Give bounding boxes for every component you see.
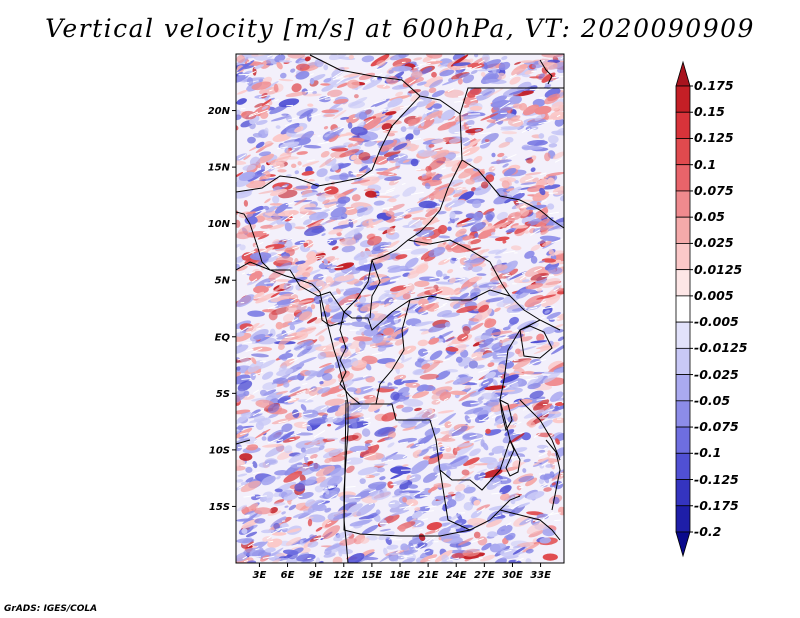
colorbar-label: 0.125 <box>694 130 734 146</box>
colorbar-bin <box>675 347 691 375</box>
lon-label: 3E <box>253 570 267 581</box>
colorbar-bin <box>675 321 691 349</box>
colorbar-bin <box>675 190 691 218</box>
colorbar-bin <box>675 452 691 480</box>
colorbar-label: 0.175 <box>694 78 734 93</box>
colorbar-bottom-arrow <box>675 531 691 558</box>
colorbar-label: 0.15 <box>694 104 725 120</box>
lat-label: EQ <box>215 332 231 343</box>
lon-label: 6E <box>281 570 295 581</box>
country-borders <box>236 54 564 541</box>
colorbar-bin <box>675 400 691 428</box>
colorbar-label: 0.075 <box>694 182 734 198</box>
colorbar <box>675 60 693 558</box>
colorbar-label: -0.125 <box>694 471 739 487</box>
colorbar-label: 0.025 <box>694 235 734 251</box>
colorbar-bin <box>675 164 691 192</box>
lon-label: 27E <box>474 570 495 581</box>
colorbar-bin <box>675 374 691 402</box>
lon-label: 9E <box>309 570 323 581</box>
lon-label: 21E <box>418 570 439 581</box>
velocity-field <box>236 54 564 563</box>
lon-label: 15E <box>362 570 383 581</box>
lat-label: 5N <box>215 276 231 287</box>
colorbar-bin <box>675 138 691 166</box>
colorbar-bin <box>675 426 691 454</box>
lat-label: 5S <box>216 389 230 400</box>
lat-label: 20N <box>208 106 231 117</box>
map-axes: 20N 15N 10N 5N EQ 5S 10S 15S 3E 6E 9E 12E 15E 18E 21E 2… <box>208 106 551 581</box>
lat-label: 10N <box>208 219 231 230</box>
colorbar-label: -0.005 <box>694 314 739 330</box>
colorbar-label: 0.005 <box>694 287 734 303</box>
colorbar-bin <box>675 111 691 139</box>
colorbar-label: -0.0125 <box>694 340 748 356</box>
colorbar-label: -0.05 <box>694 392 731 408</box>
colorbar-bin <box>675 269 691 297</box>
map-title: Vertical velocity [m/s] at 600hPa, VT: 2… <box>45 14 755 43</box>
lon-label: 30E <box>502 570 523 581</box>
lon-label: 18E <box>390 570 411 581</box>
coastline <box>236 59 561 563</box>
lon-label: 12E <box>333 570 354 581</box>
colorbar-label: 0.1 <box>694 156 717 172</box>
lat-label: 15N <box>208 163 231 174</box>
lat-label: 10S <box>209 445 230 456</box>
colorbar-bin <box>675 243 691 271</box>
lon-label: 24E <box>446 570 467 581</box>
lat-label: 15S <box>209 502 230 513</box>
colorbar-bin <box>675 505 691 533</box>
colorbar-bin <box>675 479 691 507</box>
colorbar-top-arrow <box>675 60 691 87</box>
credit-text: GrADS: IGES/COLA <box>4 604 98 614</box>
colorbar-label: 0.05 <box>694 209 725 225</box>
colorbar-bin <box>675 295 691 323</box>
colorbar-bin <box>675 85 691 113</box>
colorbar-label: -0.075 <box>694 419 739 435</box>
colorbar-label: -0.175 <box>694 497 739 513</box>
colorbar-bin <box>675 216 691 244</box>
colorbar-label: 0.0125 <box>694 261 743 277</box>
colorbar-label: -0.2 <box>694 524 722 539</box>
colorbar-label: -0.025 <box>694 366 739 382</box>
colorbar-label: -0.1 <box>694 445 722 461</box>
lon-label: 33E <box>530 570 551 581</box>
